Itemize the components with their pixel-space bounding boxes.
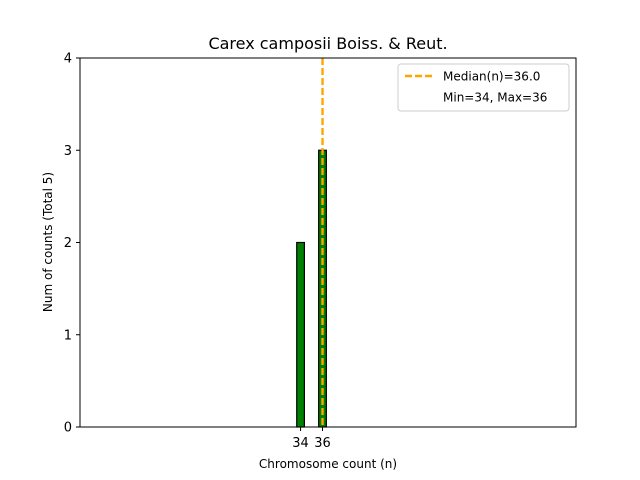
y-tick-label-0: 0 — [64, 421, 72, 436]
legend: Median(n)=36.0 Min=34, Max=36 — [397, 63, 570, 112]
x-tick-label-34: 34 — [292, 436, 309, 451]
legend-entry-median: Median(n)=36.0 — [443, 70, 540, 84]
y-tick-label-3: 3 — [64, 144, 72, 159]
x-axis-label: Chromosome count (n) — [259, 457, 397, 471]
x-tick-label-36: 36 — [314, 436, 331, 451]
y-tick-label-1: 1 — [64, 328, 72, 343]
bar-34 — [296, 241, 306, 428]
legend-box — [397, 63, 570, 112]
y-tick-label-4: 4 — [64, 52, 72, 67]
axes-frame — [79, 57, 577, 428]
y-axis-label: Num of counts (Total 5) — [41, 172, 55, 312]
chart-title: Carex camposii Boiss. & Reut. — [208, 34, 447, 53]
legend-entry-minmax: Min=34, Max=36 — [443, 91, 547, 105]
y-tick-label-2: 2 — [64, 236, 72, 251]
